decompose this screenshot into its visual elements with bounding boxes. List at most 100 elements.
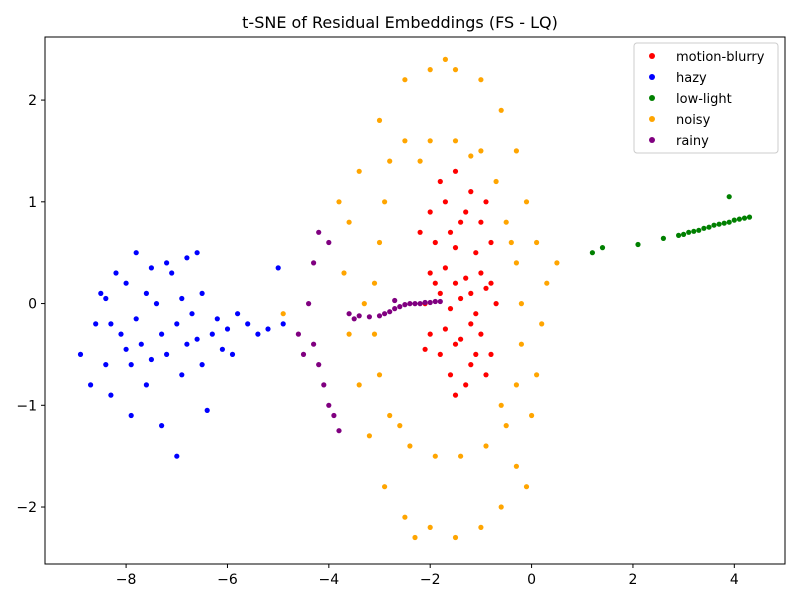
point-rainy-15 — [387, 309, 393, 315]
legend-box — [633, 42, 779, 154]
point-motion-blurry-43 — [422, 346, 428, 352]
point-noisy-26 — [387, 158, 393, 164]
point-noisy-4 — [478, 77, 484, 83]
point-hazy-2 — [98, 290, 104, 296]
point-rainy-28 — [300, 351, 307, 357]
point-low-light-11 — [711, 222, 717, 228]
point-low-light-12 — [716, 221, 722, 227]
point-hazy-4 — [108, 392, 114, 398]
point-hazy-36 — [174, 453, 180, 459]
point-hazy-42 — [194, 250, 200, 256]
point-low-light-16 — [736, 216, 743, 222]
point-low-light-14 — [726, 219, 732, 225]
point-noisy-46 — [376, 239, 383, 246]
point-noisy-44 — [371, 331, 378, 337]
point-motion-blurry-9 — [442, 199, 448, 205]
point-low-light-3 — [660, 235, 667, 241]
point-noisy-49 — [468, 153, 474, 159]
point-motion-blurry-14 — [452, 245, 459, 251]
point-hazy-30 — [255, 331, 261, 337]
point-noisy-7 — [523, 199, 530, 205]
point-hazy-13 — [153, 301, 160, 307]
point-motion-blurry-4 — [478, 219, 484, 225]
point-low-light-8 — [696, 227, 702, 233]
point-hazy-18 — [179, 372, 185, 378]
point-noisy-17 — [427, 524, 433, 531]
point-rainy-13 — [376, 313, 383, 319]
point-motion-blurry-16 — [437, 290, 443, 296]
point-low-light-5 — [681, 231, 687, 237]
point-noisy-30 — [478, 148, 484, 154]
point-low-light-6 — [686, 229, 692, 235]
point-motion-blurry-41 — [483, 372, 489, 378]
point-hazy-1 — [93, 321, 99, 327]
point-noisy-13 — [513, 463, 520, 469]
point-motion-blurry-18 — [468, 290, 474, 296]
point-hazy-29 — [245, 321, 251, 327]
y-axis: −2 −1 0 1 2 — [16, 93, 45, 516]
point-rainy-9 — [326, 402, 332, 408]
point-motion-blurry-2 — [452, 168, 459, 174]
point-noisy-40 — [432, 453, 438, 459]
y-tick-label: 2 — [28, 93, 37, 109]
point-noisy-41 — [407, 443, 413, 449]
point-noisy-38 — [483, 443, 489, 449]
point-rainy-7 — [326, 239, 332, 246]
point-hazy-32 — [108, 321, 114, 327]
point-noisy-25 — [356, 168, 362, 174]
point-motion-blurry-26 — [473, 311, 479, 317]
point-hazy-20 — [189, 311, 195, 317]
point-noisy-12 — [529, 412, 535, 419]
point-rainy-14 — [382, 311, 388, 317]
point-noisy-21 — [356, 382, 362, 388]
point-motion-blurry-40 — [458, 336, 464, 342]
legend-marker-hazy — [649, 74, 655, 80]
point-rainy-0 — [316, 229, 322, 235]
point-low-light-19 — [726, 194, 732, 200]
point-noisy-11 — [534, 372, 540, 378]
point-motion-blurry-33 — [468, 362, 474, 368]
y-tick-label: 1 — [28, 195, 37, 211]
point-low-light-9 — [701, 225, 707, 231]
point-noisy-5 — [498, 107, 504, 113]
point-motion-blurry-6 — [432, 239, 438, 246]
point-noisy-56 — [523, 484, 530, 490]
point-noisy-14 — [498, 504, 504, 510]
point-rainy-3 — [311, 341, 317, 347]
x-tick-label: −8 — [116, 572, 137, 588]
point-motion-blurry-22 — [463, 275, 469, 281]
point-motion-blurry-13 — [483, 199, 489, 205]
y-tick-label: −2 — [16, 500, 37, 516]
point-motion-blurry-7 — [458, 219, 464, 225]
legend-marker-low-light — [649, 95, 655, 101]
point-noisy-59 — [280, 311, 286, 317]
point-low-light-4 — [676, 232, 682, 238]
point-rainy-20 — [412, 301, 418, 307]
point-motion-blurry-38 — [473, 351, 479, 357]
point-rainy-29 — [295, 331, 301, 337]
x-tick-label: 0 — [527, 572, 536, 588]
x-tick-label: 4 — [730, 572, 739, 588]
point-rainy-12 — [366, 314, 372, 320]
point-rainy-18 — [402, 302, 408, 308]
point-low-light-15 — [731, 217, 737, 223]
point-noisy-22 — [346, 331, 352, 337]
point-motion-blurry-44 — [468, 321, 474, 327]
point-hazy-33 — [128, 362, 134, 368]
point-hazy-24 — [209, 331, 215, 337]
point-hazy-10 — [138, 341, 144, 347]
point-hazy-45 — [280, 321, 286, 327]
point-hazy-12 — [148, 265, 154, 271]
point-rainy-11 — [356, 313, 362, 319]
point-noisy-34 — [518, 301, 525, 307]
point-noisy-29 — [452, 138, 459, 144]
point-hazy-15 — [164, 351, 170, 357]
legend-label-motion-blurry: motion-blurry — [676, 50, 765, 65]
legend: motion-blurry hazy low-light noisy rainy — [633, 42, 779, 154]
point-noisy-18 — [402, 514, 408, 520]
point-low-light-7 — [691, 228, 697, 234]
point-motion-blurry-19 — [483, 285, 489, 291]
point-noisy-2 — [427, 67, 433, 73]
point-rainy-8 — [316, 362, 322, 368]
point-noisy-33 — [513, 260, 520, 266]
